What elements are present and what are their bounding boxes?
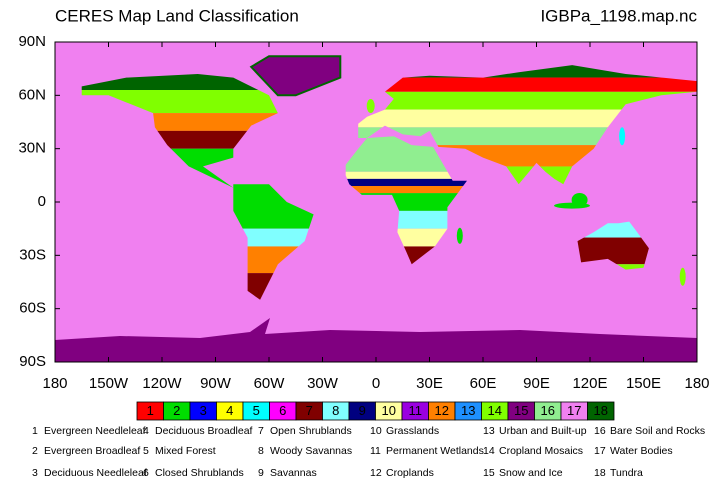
colorbar-number: 13	[461, 403, 475, 418]
colorbar-number: 14	[488, 403, 502, 418]
legend-name: Woody Savannas	[270, 445, 352, 457]
lon-label: 30E	[416, 375, 443, 392]
greenland	[249, 55, 342, 97]
legend-number: 13	[483, 425, 495, 437]
legend-name: Permanent Wetlands	[386, 445, 484, 457]
island	[366, 99, 375, 113]
legend-number: 2	[32, 445, 38, 457]
island	[456, 227, 463, 244]
lon-label: 180	[42, 375, 67, 392]
colorbar-number: 17	[567, 403, 581, 418]
legend-name: Snow and Ice	[499, 467, 563, 479]
legend-number: 9	[258, 467, 264, 479]
colorbar-number: 16	[541, 403, 555, 418]
lon-label: 30W	[307, 375, 339, 392]
legend-name: Cropland Mosaics	[499, 445, 583, 457]
legend-number: 12	[370, 467, 382, 479]
colorbar-number: 3	[200, 403, 207, 418]
land-band	[358, 91, 697, 110]
lat-label: 60N	[18, 86, 46, 103]
colorbar-number: 2	[173, 403, 180, 418]
legend-number: 15	[483, 467, 495, 479]
legend-number: 17	[594, 445, 606, 457]
land-band	[577, 237, 649, 265]
lon-label: 150W	[89, 375, 129, 392]
lon-label: 60W	[254, 375, 286, 392]
legend-number: 8	[258, 445, 264, 457]
legend-name: Mixed Forest	[155, 445, 216, 457]
colorbar-number: 11	[409, 403, 423, 418]
legend-name: Water Bodies	[610, 445, 673, 457]
legend-number: 18	[594, 467, 606, 479]
colorbar-box	[587, 401, 615, 421]
lon-label: 60E	[470, 375, 497, 392]
colorbar-number: 5	[253, 403, 260, 418]
lon-label: 90E	[523, 375, 550, 392]
land-band	[233, 228, 314, 247]
legend-name: Deciduous Broadleaf	[155, 425, 253, 437]
legend-name: Open Shrublands	[270, 425, 352, 437]
legend-name: Savannas	[270, 467, 317, 479]
legend-name: Bare Soil and Rocks	[610, 425, 705, 437]
lat-label: 90N	[18, 33, 46, 50]
colorbar-number: 12	[435, 403, 449, 418]
legend-name: Croplands	[386, 467, 434, 479]
island	[571, 193, 588, 207]
colorbar-number: 7	[306, 403, 313, 418]
lat-label: 90S	[19, 353, 46, 370]
legend-name: Evergreen Broadleaf	[44, 445, 140, 457]
land-band	[81, 74, 278, 90]
colorbar-number: 6	[279, 403, 286, 418]
lat-label: 60S	[19, 300, 46, 317]
lon-label: 150E	[626, 375, 661, 392]
lat-label: 30S	[19, 246, 46, 263]
legend-name: Deciduous Needleleaf	[44, 467, 147, 479]
file-name: IGBPa_1198.map.nc	[540, 6, 697, 25]
legend-number: 4	[143, 425, 149, 437]
legend-number: 10	[370, 425, 382, 437]
legend-number: 6	[143, 467, 149, 479]
lon-label: 0	[372, 375, 380, 392]
antarctica	[55, 318, 697, 362]
lon-label: 180	[684, 375, 709, 392]
island	[619, 127, 626, 146]
lon-label: 90W	[200, 375, 232, 392]
land-band	[345, 171, 467, 179]
island	[679, 267, 686, 286]
colorbar-number: 4	[226, 403, 233, 418]
legend-name: Grasslands	[386, 425, 439, 437]
colorbar-number: 1	[147, 403, 154, 418]
lon-label: 120E	[572, 375, 607, 392]
title: CERES Map Land Classification	[55, 6, 299, 25]
land-band	[358, 77, 697, 92]
lat-label: 0	[38, 193, 46, 210]
legend-number: 5	[143, 445, 149, 457]
legend-number: 3	[32, 467, 38, 479]
colorbar-number: 18	[594, 403, 608, 418]
land-band	[345, 178, 467, 186]
land-band	[345, 186, 467, 194]
colorbar-number: 9	[359, 403, 366, 418]
legend-name: Tundra	[610, 467, 643, 479]
colorbar-number: 10	[382, 403, 396, 418]
legend-number: 14	[483, 445, 495, 457]
legend-number: 16	[594, 425, 606, 437]
colorbar-number: 8	[332, 403, 339, 418]
lat-label: 30N	[18, 140, 46, 157]
lon-label: 120W	[142, 375, 182, 392]
legend-name: Evergreen Needleleaf	[44, 425, 146, 437]
legend-number: 7	[258, 425, 264, 437]
legend-number: 1	[32, 425, 38, 437]
legend-name: Closed Shrublands	[155, 467, 244, 479]
colorbar-number: 15	[514, 403, 528, 418]
legend-number: 11	[370, 445, 381, 457]
legend-name: Urban and Built-up	[499, 425, 587, 437]
